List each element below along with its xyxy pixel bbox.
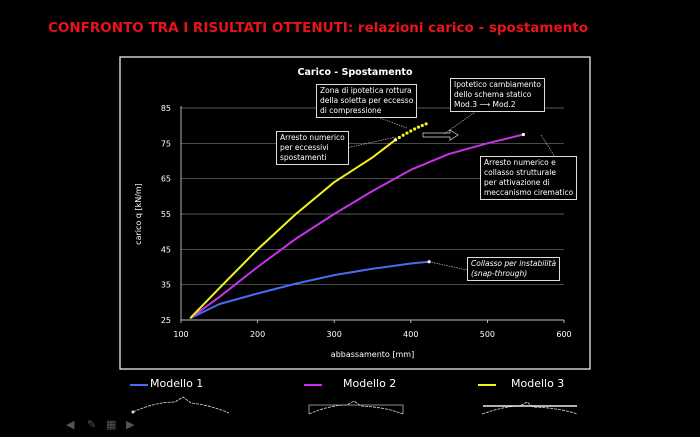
annotation-line: (snap-through) (471, 269, 528, 278)
annotation-arresto3: Arresto numerico per eccessivi spostamen… (276, 131, 349, 165)
annotation-line: Collasso per instabilità (471, 259, 557, 268)
annotation-line: Mod.3 ⟶ Mod.2 (454, 100, 516, 109)
annotation-leader (429, 261, 468, 271)
legend-swatch-modello-1 (130, 384, 148, 386)
y-axis-label: carico q [kN/m] (134, 183, 143, 245)
annotation-zona: Zona di ipotetica rottura della soletta … (316, 84, 418, 118)
annotation-arresto2: Arresto numerico e collasso strutturale … (480, 156, 578, 200)
dotted-point (416, 125, 421, 129)
annotation-leader (345, 136, 397, 149)
y-tick-label: 85 (161, 104, 171, 113)
annotation-line: Zona di ipotetica rottura (320, 86, 412, 95)
dotted-point (397, 135, 401, 140)
x-tick-label: 100 (173, 330, 188, 339)
x-tick-label: 500 (480, 330, 495, 339)
annotation-line: Arresto numerico e (484, 158, 556, 167)
x-tick-label: 300 (327, 330, 342, 339)
series-line-1 (189, 260, 430, 320)
y-tick-label: 55 (161, 210, 171, 219)
screen-icon[interactable]: ▦ (106, 418, 117, 431)
y-tick-label: 35 (161, 281, 171, 290)
arrow-right-icon[interactable]: ▶ (126, 418, 135, 431)
annotation-leader (443, 109, 479, 135)
annotation-leader (379, 117, 408, 129)
dotted-point (401, 133, 405, 137)
pen-icon[interactable]: ✎ (87, 418, 97, 431)
annotation-leader (540, 134, 556, 158)
annotation-line: collasso strutturale (484, 168, 556, 177)
legend-label-modello-2: Modello 2 (343, 377, 397, 390)
y-tick-label: 75 (161, 139, 171, 148)
chart-title: Carico - Spostamento (298, 67, 413, 78)
x-tick-label: 400 (403, 330, 418, 339)
annotation-line: Ipotetico cambiamento (454, 80, 541, 89)
series-end-marker (521, 132, 526, 137)
chart-frame (119, 56, 591, 370)
x-tick-label: 200 (250, 330, 265, 339)
y-tick-label: 25 (161, 316, 171, 325)
arrow-left-icon[interactable]: ◀ (66, 418, 75, 431)
annotation-line: dello schema statico (454, 90, 532, 99)
legend-swatch-modello-2 (304, 384, 322, 386)
y-tick-label: 65 (161, 175, 171, 184)
arrow-icon (422, 129, 459, 141)
y-tick-label: 45 (161, 245, 171, 254)
dotted-point (420, 123, 424, 128)
annotation-line: per eccessivi (280, 143, 329, 152)
x-tick-label: 600 (556, 330, 571, 339)
annotation-line: della soletta per eccesso (320, 96, 414, 105)
series-end-marker (393, 138, 398, 142)
legend-swatch-modello-3 (478, 384, 496, 386)
dotted-point (413, 127, 417, 131)
annotation-line: meccanismo cirematico (484, 188, 574, 197)
legend-label-modello-1: Modello 1 (150, 377, 204, 390)
annotation-ipotetico: Ipotetico cambiamento dello schema stati… (450, 78, 545, 112)
annotation-line: per attivazione di (484, 178, 550, 187)
annotation-line: spostamenti (280, 153, 327, 162)
series-line-3 (189, 139, 397, 319)
slide-title: CONFRONTO TRA I RISULTATI OTTENUTI: rela… (48, 20, 588, 36)
dotted-point (409, 129, 413, 133)
series-line-2 (189, 133, 524, 320)
legend-label-modello-3: Modello 3 (511, 377, 565, 390)
x-axis-label: abbassamento [mm] (331, 350, 414, 359)
dotted-point (424, 122, 428, 126)
annotation-line: Arresto numerico (280, 133, 345, 142)
annotation-line: di compressione (320, 106, 382, 115)
annotation-collasso: Collasso per instabilità (snap-through) (467, 257, 561, 281)
dotted-point (405, 131, 409, 135)
